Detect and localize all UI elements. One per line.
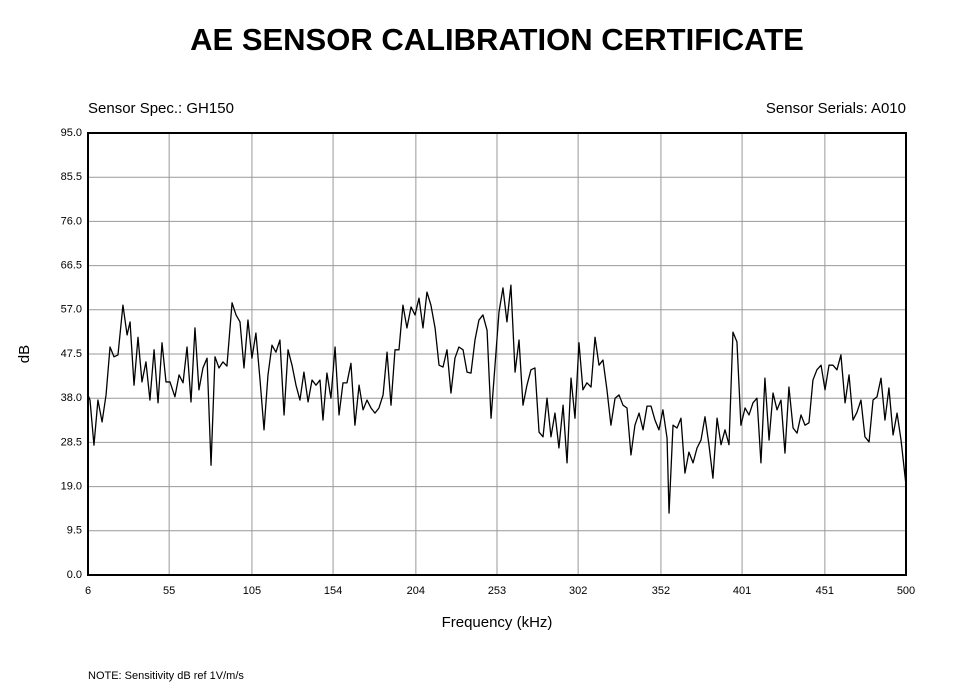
y-tick-label: 57.0 xyxy=(61,304,82,316)
x-tick-label: 401 xyxy=(733,585,751,597)
x-axis-label: Frequency (kHz) xyxy=(442,614,553,631)
y-tick-label: 28.5 xyxy=(61,436,82,448)
x-tick-label: 451 xyxy=(816,585,834,597)
note: NOTE: Sensitivity dB ref 1V/m/s xyxy=(88,670,244,682)
chart-title: AE SENSOR CALIBRATION CERTIFICATE xyxy=(190,22,804,57)
plot-frame xyxy=(87,132,907,576)
x-tick-label: 500 xyxy=(897,585,915,597)
x-tick-label: 204 xyxy=(407,585,425,597)
y-tick-label: 85.5 xyxy=(61,171,82,183)
y-tick-label: 95.0 xyxy=(61,127,82,139)
y-tick-label: 66.5 xyxy=(61,260,82,272)
data-line xyxy=(87,284,907,514)
x-tick-label: 105 xyxy=(243,585,261,597)
x-tick-label: 154 xyxy=(324,585,342,597)
x-tick-label: 302 xyxy=(569,585,587,597)
y-tick-label: 76.0 xyxy=(61,215,82,227)
sensor-serials: Sensor Serials: A010 xyxy=(766,100,906,117)
y-tick-label: 38.0 xyxy=(61,392,82,404)
sensor-spec: Sensor Spec.: GH150 xyxy=(88,100,234,117)
y-tick-label: 19.0 xyxy=(61,481,82,493)
x-tick-label: 6 xyxy=(85,585,91,597)
x-tick-label: 253 xyxy=(488,585,506,597)
y-tick-label: 9.5 xyxy=(67,525,82,537)
y-tick-label: 47.5 xyxy=(61,348,82,360)
y-tick-label: 0.0 xyxy=(67,569,82,581)
x-tick-label: 352 xyxy=(652,585,670,597)
x-tick-label: 55 xyxy=(163,585,175,597)
y-axis-label: dB xyxy=(16,345,33,363)
